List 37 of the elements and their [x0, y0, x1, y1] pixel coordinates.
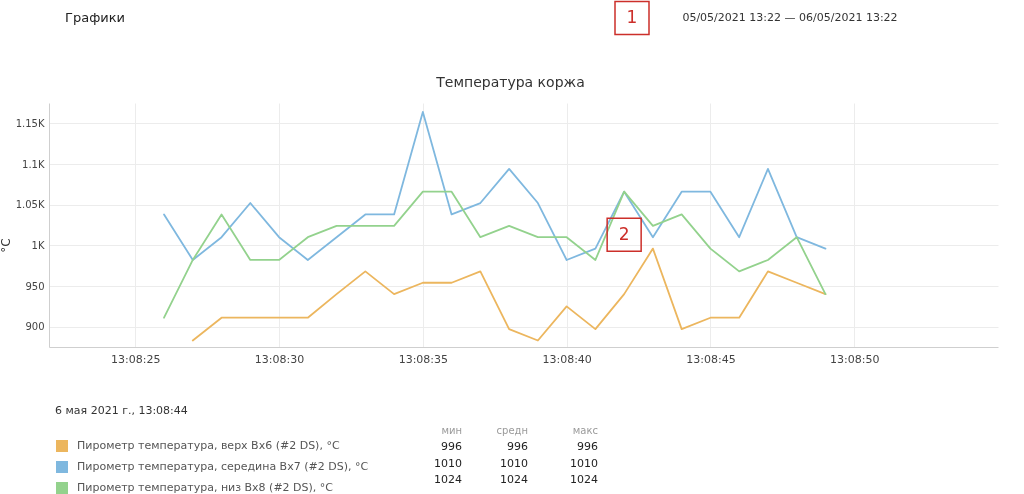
- y-tick-label: 950: [25, 280, 45, 292]
- annotation: 2: [618, 223, 630, 244]
- legend-label: Пирометр температура, низ Вх8 (#2 DS), °C: [77, 481, 334, 494]
- line-series: [191, 247, 827, 342]
- x-tick-label: 13:08:45: [686, 352, 736, 366]
- text: 1010: [434, 457, 462, 470]
- x-tick-label: 13:08:50: [830, 352, 880, 366]
- x-tick-label: 13:08:35: [398, 352, 449, 366]
- text: 1: [626, 7, 638, 27]
- y-tick-label: 1K: [31, 239, 45, 251]
- chart-title: Температура коржа: [435, 74, 585, 90]
- x-tick-label: 13:08:25: [111, 352, 161, 366]
- text: 1024: [434, 473, 462, 486]
- y-tick-label: 1.15K: [15, 117, 45, 129]
- text: 6 мая 2021 г., 13:08:44: [55, 404, 188, 417]
- text: 1010: [500, 457, 528, 470]
- x-tick-label: 13:08:30: [254, 352, 305, 366]
- text: 1024: [570, 473, 598, 486]
- text: 1024: [500, 473, 528, 486]
- line-series: [163, 111, 827, 261]
- y-axis-title: °C: [0, 238, 13, 253]
- text: 996: [441, 440, 462, 453]
- y-tick-label: 1.1K: [22, 158, 45, 170]
- text: Графики: [65, 10, 126, 25]
- legend-label: Пирометр температура, середина Вх7 (#2 DS), °C: [77, 460, 369, 473]
- text: 1010: [570, 457, 598, 470]
- text: 05/05/2021 13:22 — 06/05/2021 13:22: [682, 11, 898, 24]
- text: мин: [441, 425, 462, 436]
- text: макс: [572, 425, 598, 436]
- legend-label: Пирометр температура, верх Вх6 (#2 DS), °C: [77, 439, 340, 452]
- y-tick-label: 1.05K: [15, 199, 45, 211]
- y-tick-label: 900: [25, 321, 45, 333]
- text: средн: [496, 425, 528, 436]
- x-tick-label: 13:08:40: [542, 352, 592, 366]
- line-series: [163, 190, 827, 319]
- text: 996: [507, 440, 528, 453]
- text: 996: [577, 440, 598, 453]
